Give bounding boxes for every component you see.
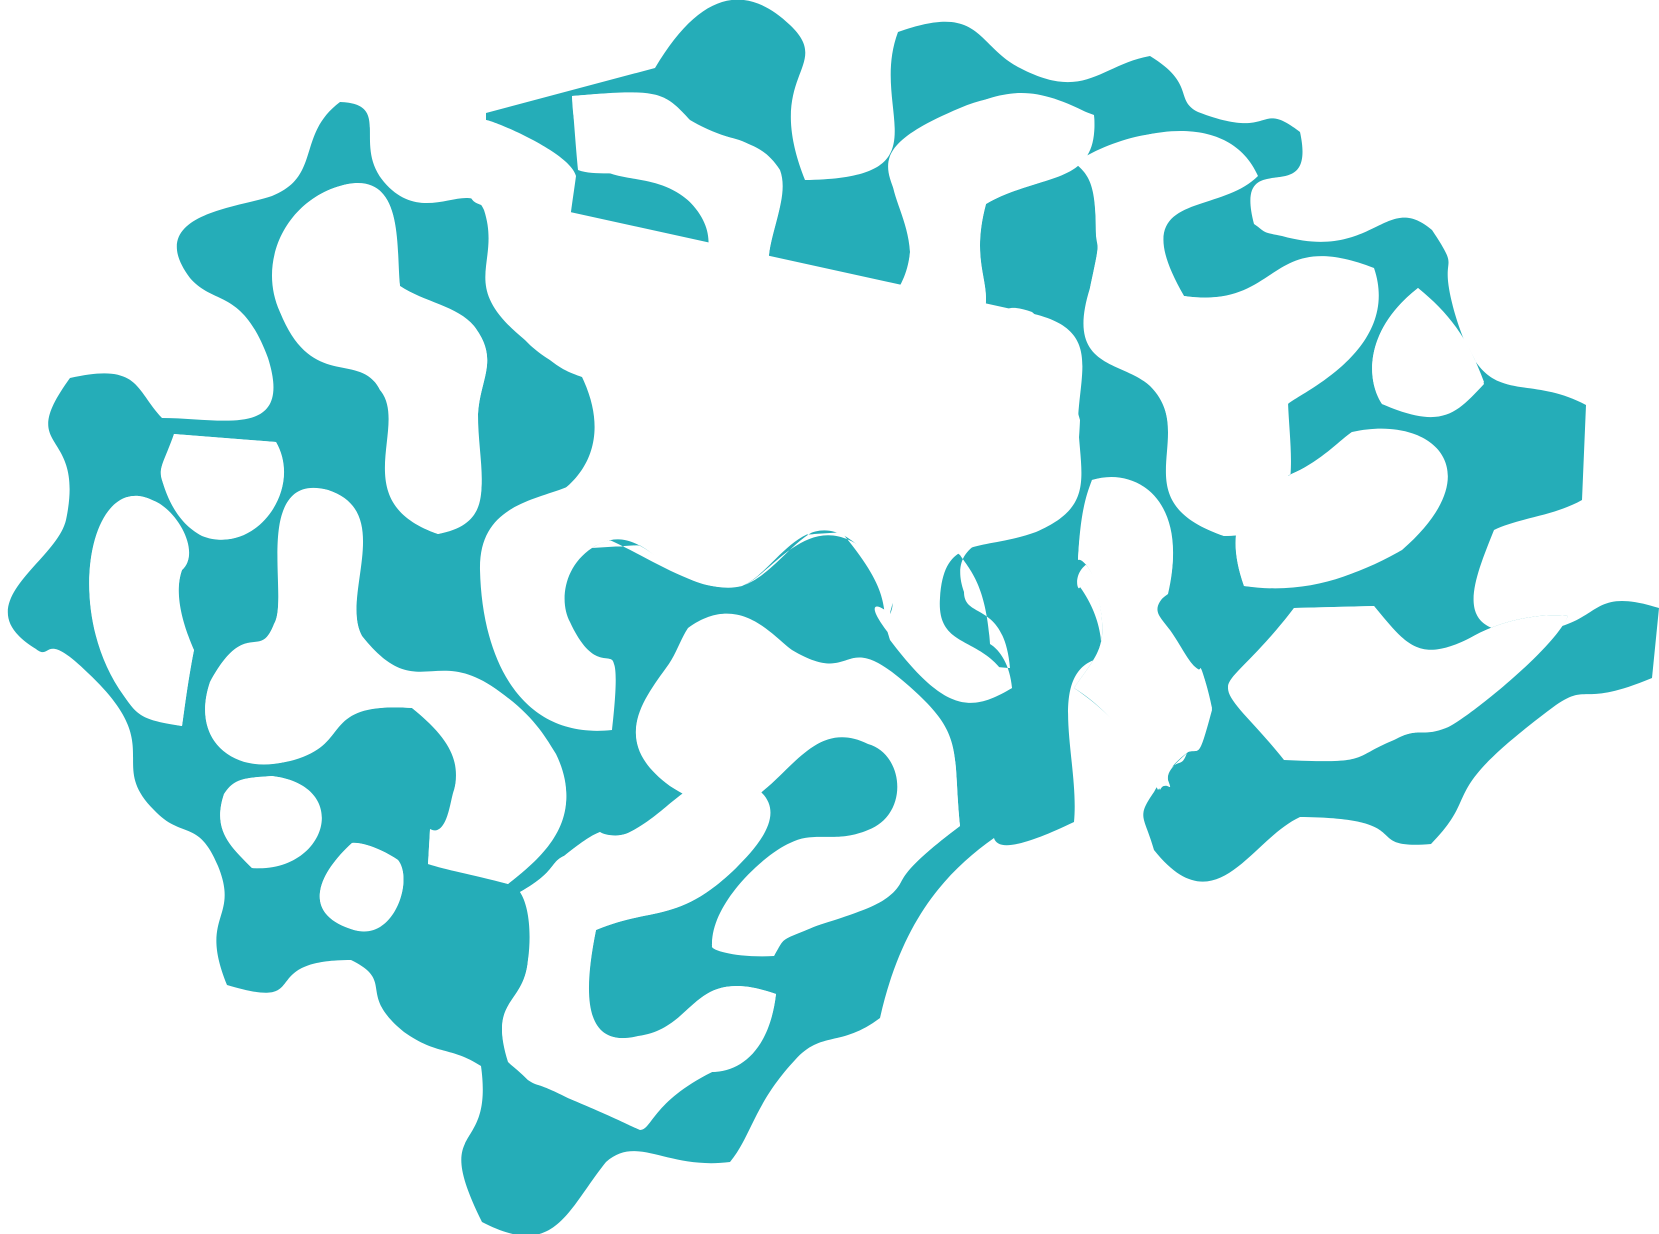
channel-bottom-center [501,780,776,1130]
channel-right-bottom [1228,606,1568,762]
channel-left-upper [271,183,488,535]
channel-right-lower [1074,476,1212,790]
channel-center-right [469,190,1083,731]
channel-left-pocket [160,434,284,540]
channel-center-bottom [635,614,960,957]
channel-bottom-left-b [319,842,404,932]
channel-right-upper [1076,131,1379,536]
channel-bottom-left-a [220,776,322,869]
channel-left-lower [205,487,567,884]
channel-left-middle [89,495,194,726]
maze-channels [89,92,1568,1130]
channel-right-pocket [1372,288,1484,418]
channel-right-middle [1235,428,1448,588]
maze-blob-shape [8,0,1659,1234]
